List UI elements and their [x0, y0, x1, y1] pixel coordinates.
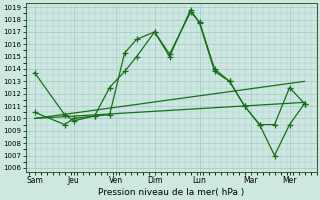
X-axis label: Pression niveau de la mer( hPa ): Pression niveau de la mer( hPa ) — [98, 188, 244, 197]
